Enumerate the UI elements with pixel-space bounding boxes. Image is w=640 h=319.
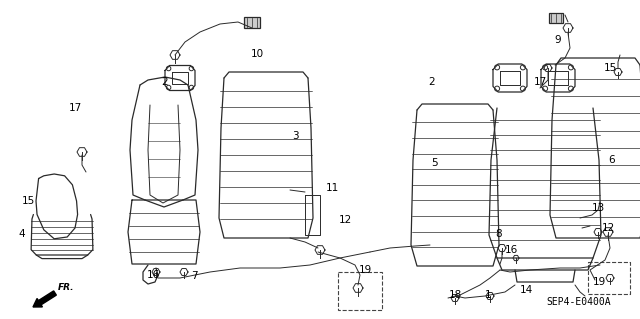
Text: 17: 17: [68, 103, 82, 113]
Text: 3: 3: [292, 131, 298, 141]
FancyArrow shape: [33, 291, 56, 307]
Text: 16: 16: [504, 245, 518, 255]
Bar: [588, 262, 630, 294]
Text: 10: 10: [250, 49, 264, 59]
Text: 11: 11: [325, 183, 339, 193]
Text: 18: 18: [449, 290, 461, 300]
Bar: [244, 17, 260, 27]
Text: 13: 13: [591, 203, 605, 213]
Text: 7: 7: [191, 271, 197, 281]
Bar: [549, 13, 563, 23]
Bar: [338, 272, 382, 310]
Text: 2: 2: [162, 77, 168, 87]
Text: 9: 9: [555, 35, 561, 45]
Text: 6: 6: [609, 155, 615, 165]
Text: 19: 19: [358, 265, 372, 275]
Text: 4: 4: [19, 229, 26, 239]
Text: FR.: FR.: [58, 284, 74, 293]
Text: 12: 12: [602, 223, 614, 233]
Text: 16: 16: [147, 270, 159, 280]
Text: 5: 5: [431, 158, 437, 168]
Text: 12: 12: [339, 215, 351, 225]
Text: 15: 15: [21, 196, 35, 206]
Text: 2: 2: [429, 77, 435, 87]
Text: SEP4-E0400A: SEP4-E0400A: [546, 297, 611, 307]
Text: 1: 1: [484, 290, 492, 300]
Text: 15: 15: [604, 63, 616, 73]
Text: 14: 14: [520, 285, 532, 295]
Text: 8: 8: [496, 229, 502, 239]
Text: 19: 19: [593, 277, 605, 287]
Text: 17: 17: [533, 77, 547, 87]
